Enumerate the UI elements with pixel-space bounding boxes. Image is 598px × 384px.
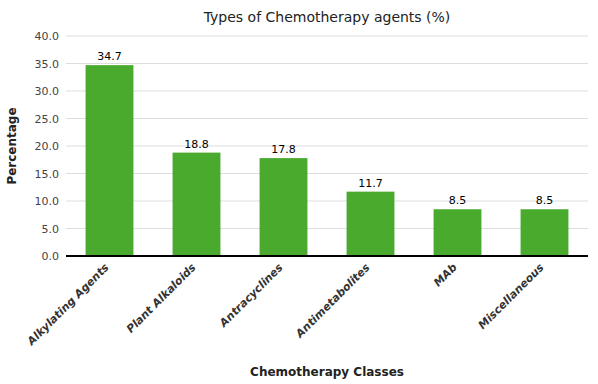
y-tick-label: 15.0	[35, 168, 60, 181]
bar	[434, 209, 482, 256]
grid-line	[66, 63, 588, 64]
x-tick-label: Plant Alkaloids	[124, 261, 199, 336]
y-tick-label: 25.0	[35, 113, 60, 126]
bar	[347, 192, 395, 256]
x-axis-label: Chemotherapy Classes	[250, 365, 404, 379]
grid-line	[66, 201, 588, 202]
grid-line	[66, 228, 588, 229]
x-tick-label: MAb	[431, 261, 460, 290]
grid	[66, 36, 588, 256]
x-tick-label: Antimetabolites	[293, 261, 373, 341]
chart: 0.0 5.0 10.0 15.0 20.0 25.0 30.0 35.0 40.0 34.7 18…	[0, 0, 598, 384]
bar	[521, 209, 569, 256]
bar	[173, 153, 221, 256]
x-tick-label: Alkylating Agents	[24, 261, 112, 349]
y-tick-label: 30.0	[35, 85, 60, 98]
x-axis-line	[66, 255, 588, 257]
bar	[86, 65, 134, 256]
data-label: 8.5	[536, 194, 554, 207]
data-label: 34.7	[97, 50, 122, 63]
grid-line	[66, 36, 588, 37]
bars	[86, 65, 569, 256]
y-axis-label: Percentage	[5, 107, 19, 184]
y-tick-label: 35.0	[35, 58, 60, 71]
grid-line	[66, 146, 588, 147]
data-label: 11.7	[358, 177, 383, 190]
grid-line	[66, 91, 588, 92]
data-label: 18.8	[184, 138, 209, 151]
x-tick-label: Antracyclines	[216, 261, 286, 331]
y-tick-label: 20.0	[35, 140, 60, 153]
grid-line	[66, 256, 588, 257]
y-tick-label: 0.0	[42, 250, 60, 263]
y-tick-label: 10.0	[35, 195, 60, 208]
grid-line	[66, 118, 588, 119]
bar	[260, 158, 308, 256]
grid-line	[66, 173, 588, 174]
y-tick-label: 5.0	[42, 223, 60, 236]
y-tick-label: 40.0	[35, 30, 60, 43]
title: Types of Chemotherapy agents (%)	[203, 9, 451, 25]
x-tick-label: Miscellaneous	[476, 261, 547, 332]
data-label: 17.8	[271, 143, 296, 156]
data-label: 8.5	[449, 194, 467, 207]
